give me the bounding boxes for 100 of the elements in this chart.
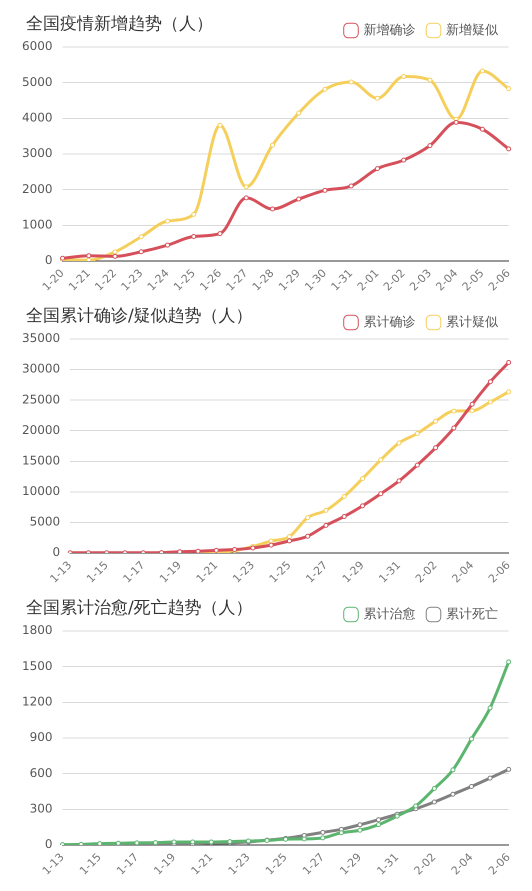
legend-label: 累计疑似 [446, 314, 498, 330]
point [191, 234, 196, 239]
point [451, 426, 456, 431]
point [468, 784, 474, 790]
point [450, 767, 456, 772]
y-tick-label: 5000 [30, 514, 60, 529]
y-tick-label: 0 [44, 253, 53, 268]
point [427, 143, 432, 148]
point [468, 736, 474, 742]
point [488, 379, 493, 384]
point [374, 166, 380, 172]
point [488, 399, 493, 404]
point [191, 212, 196, 217]
point [413, 804, 418, 809]
point [488, 705, 493, 710]
point [177, 549, 182, 554]
y-tick-label: 900 [30, 730, 53, 744]
point [396, 440, 402, 446]
point [401, 74, 406, 79]
point [470, 402, 475, 407]
point [322, 86, 328, 92]
point [414, 462, 420, 468]
point [244, 195, 249, 200]
point [323, 508, 328, 513]
point [454, 120, 459, 125]
point [506, 86, 512, 92]
point [244, 184, 249, 190]
point [112, 249, 118, 254]
point [112, 254, 118, 259]
point [217, 122, 222, 128]
point [138, 249, 144, 254]
point [86, 253, 92, 258]
y-tick-label: 4000 [22, 110, 53, 124]
point [360, 476, 365, 482]
point [450, 792, 456, 797]
y-tick-label: 0 [44, 837, 53, 852]
y-tick-label: 1800 [22, 623, 53, 638]
y-tick-label: 600 [30, 766, 53, 780]
chart-title: 全国累计治愈/死亡趋势（人） [26, 597, 253, 619]
y-tick-label: 15000 [22, 453, 60, 468]
point [506, 659, 512, 664]
point [270, 206, 275, 212]
point [322, 188, 328, 193]
y-tick-label: 20000 [22, 422, 60, 437]
y-tick-label: 25000 [22, 392, 60, 406]
y-tick-label: 0 [52, 545, 60, 560]
point [348, 184, 354, 189]
point [348, 79, 354, 84]
point [165, 242, 170, 248]
y-tick-label: 6000 [22, 39, 53, 54]
point [268, 542, 274, 548]
point [470, 408, 475, 414]
point [432, 786, 437, 792]
point [451, 408, 456, 414]
chart-title: 全国疫情新增趋势（人） [26, 13, 213, 35]
point [323, 522, 328, 528]
point [270, 142, 275, 148]
point [296, 196, 302, 202]
point [342, 514, 347, 519]
point [305, 515, 310, 520]
point [165, 218, 170, 224]
point [378, 491, 384, 496]
point [320, 830, 326, 835]
legend-label: 累计死亡 [446, 606, 498, 622]
point [376, 817, 382, 822]
point [360, 503, 365, 508]
y-tick-label: 1200 [22, 694, 53, 708]
y-tick-label: 5000 [22, 74, 53, 89]
y-tick-label: 1500 [22, 658, 53, 673]
point [396, 478, 402, 484]
y-tick-label: 35000 [22, 331, 60, 346]
point [302, 836, 307, 842]
point [488, 776, 493, 781]
point [433, 445, 438, 450]
y-tick-label: 1000 [22, 217, 53, 232]
point [480, 126, 485, 132]
point [480, 68, 485, 74]
legend-label: 新增疑似 [446, 22, 498, 38]
point [506, 360, 512, 365]
point [320, 835, 326, 840]
point [432, 799, 437, 804]
point [374, 96, 380, 101]
point [414, 431, 420, 436]
point [506, 146, 512, 152]
point [376, 822, 382, 828]
y-tick-label: 30000 [22, 362, 60, 376]
y-tick-label: 3000 [22, 146, 53, 160]
point [214, 548, 219, 553]
point [305, 534, 310, 539]
point [286, 538, 292, 544]
point [378, 457, 384, 462]
point [401, 158, 406, 163]
point [506, 389, 512, 394]
point [86, 258, 92, 262]
y-tick-label: 10000 [22, 484, 60, 498]
chart-title: 全国累计确诊/疑似趋势（人） [26, 305, 253, 327]
point [296, 110, 302, 116]
point [217, 231, 222, 236]
legend-label: 累计确诊 [364, 314, 416, 330]
point [338, 830, 344, 836]
